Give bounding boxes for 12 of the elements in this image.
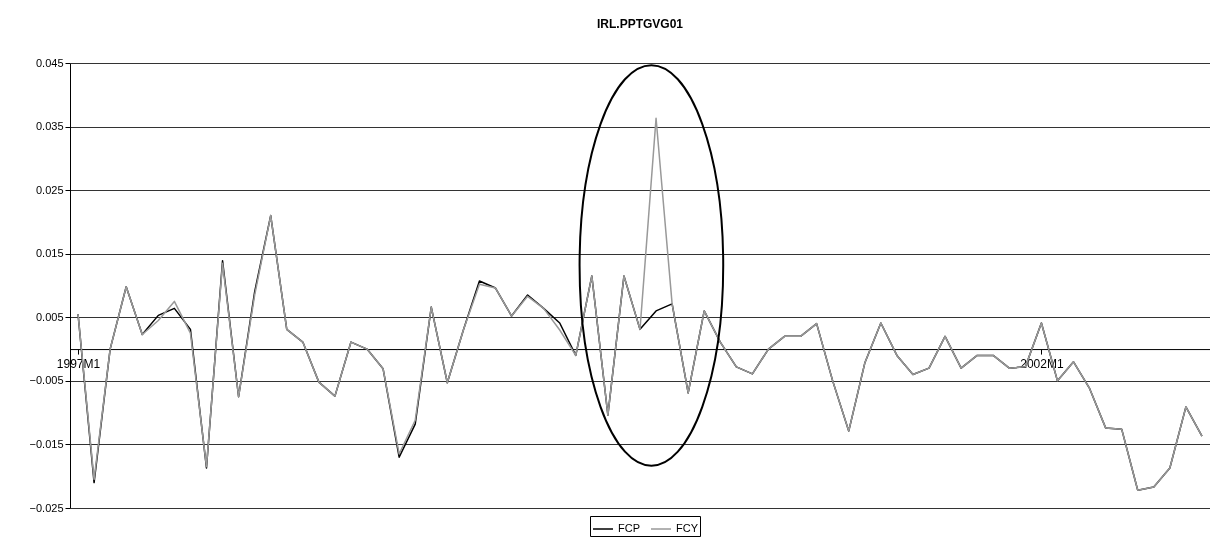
y-tick-label: 0.025 [35, 183, 64, 196]
y-tick-label: −0.025 [29, 501, 64, 514]
y-tick-label: 0.045 [35, 56, 64, 69]
y-tick-label: 0.005 [35, 310, 64, 323]
y-tick-label: −0.015 [29, 437, 64, 450]
legend-label: FCP [618, 522, 640, 534]
chart-title: IRL.PPTGVG01 [596, 17, 684, 31]
y-tick-label: −0.005 [29, 374, 64, 387]
legend-label: FCY [676, 522, 699, 534]
y-tick-label: 0.015 [35, 247, 64, 260]
x-tick-label: 2002M1 [1020, 356, 1064, 371]
y-tick-label: 0.035 [35, 120, 64, 133]
